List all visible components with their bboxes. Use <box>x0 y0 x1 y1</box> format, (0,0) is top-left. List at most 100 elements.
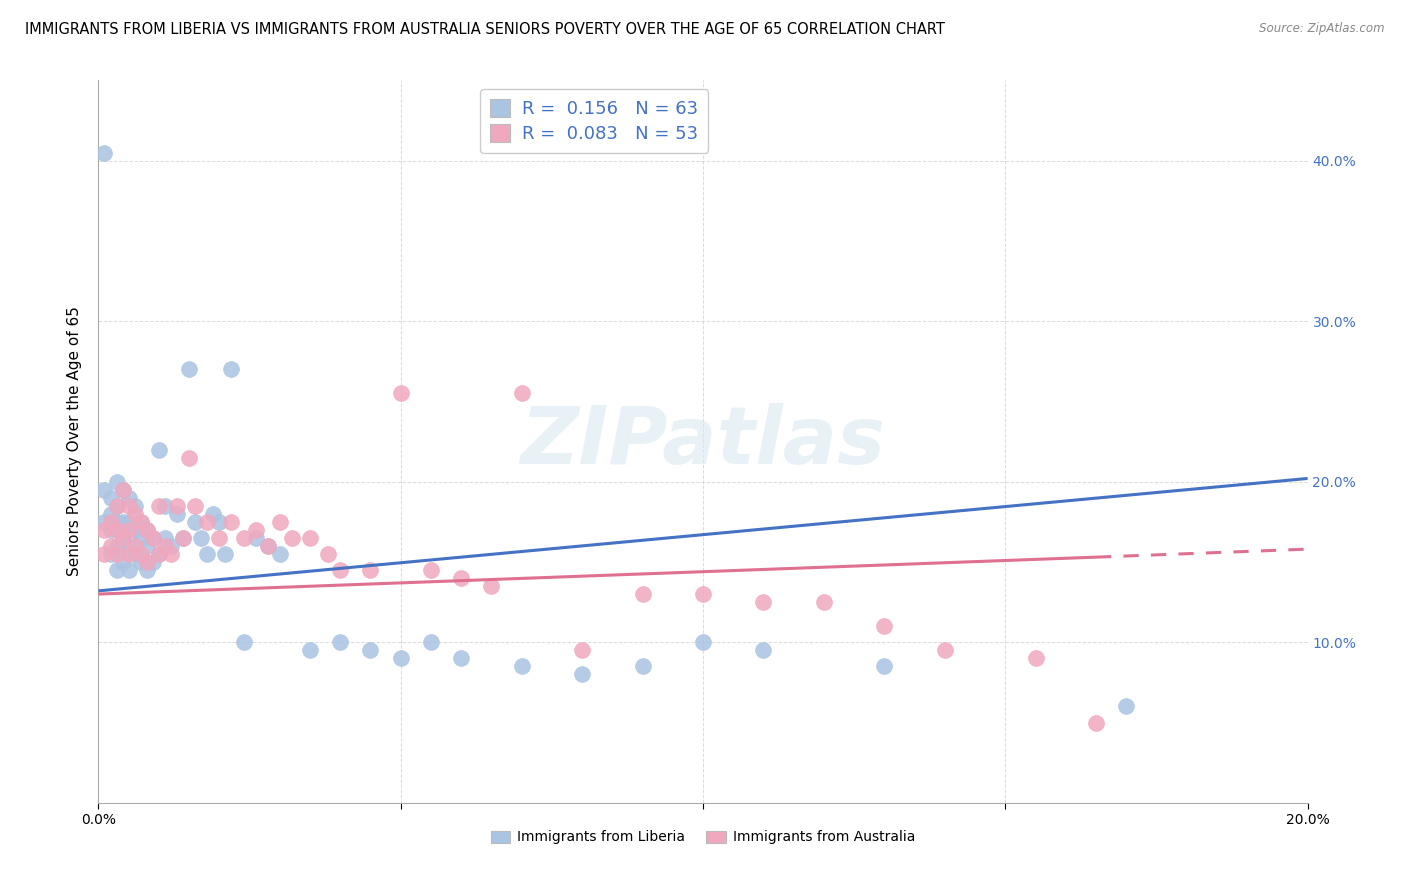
Point <box>195 515 218 529</box>
Point <box>100 547 122 561</box>
Point <box>124 523 146 537</box>
Point <box>190 531 212 545</box>
Point <box>118 491 141 505</box>
Point <box>450 651 472 665</box>
Point <box>124 499 146 513</box>
Point <box>129 555 152 569</box>
Point <box>105 547 128 561</box>
Point <box>752 595 775 609</box>
Point <box>214 547 236 561</box>
Point <box>172 531 194 545</box>
Point <box>1115 699 1137 714</box>
Point <box>934 643 956 657</box>
Point <box>93 483 115 497</box>
Point <box>420 563 443 577</box>
Point <box>420 635 443 649</box>
Point <box>692 587 714 601</box>
Point <box>631 659 654 673</box>
Point <box>329 635 352 649</box>
Point <box>129 515 152 529</box>
Point <box>269 515 291 529</box>
Point <box>111 555 134 569</box>
Point <box>232 635 254 649</box>
Point <box>135 539 157 553</box>
Point <box>153 539 176 553</box>
Point <box>232 531 254 545</box>
Point <box>329 563 352 577</box>
Point <box>389 651 412 665</box>
Point <box>299 531 322 545</box>
Point <box>813 595 835 609</box>
Point <box>481 579 503 593</box>
Point <box>692 635 714 649</box>
Point <box>93 145 115 160</box>
Point <box>93 523 115 537</box>
Point <box>269 547 291 561</box>
Point <box>105 475 128 489</box>
Point <box>510 659 533 673</box>
Point <box>142 531 165 545</box>
Point <box>105 523 128 537</box>
Point <box>118 547 141 561</box>
Point <box>135 563 157 577</box>
Legend: Immigrants from Liberia, Immigrants from Australia: Immigrants from Liberia, Immigrants from… <box>485 825 921 850</box>
Point <box>184 515 207 529</box>
Point <box>510 386 533 401</box>
Point <box>256 539 278 553</box>
Point <box>571 667 593 681</box>
Point <box>111 531 134 545</box>
Point <box>148 442 170 457</box>
Point <box>245 523 267 537</box>
Point <box>135 523 157 537</box>
Point <box>118 539 141 553</box>
Point <box>179 450 201 465</box>
Point <box>208 515 231 529</box>
Point <box>105 539 128 553</box>
Point <box>111 515 134 529</box>
Point <box>129 547 152 561</box>
Point <box>221 515 243 529</box>
Point <box>1024 651 1046 665</box>
Text: ZIPatlas: ZIPatlas <box>520 402 886 481</box>
Point <box>184 499 207 513</box>
Point <box>389 386 412 401</box>
Point <box>281 531 304 545</box>
Point <box>873 659 896 673</box>
Point <box>100 515 122 529</box>
Point <box>105 499 128 513</box>
Point <box>118 563 141 577</box>
Point <box>129 531 152 545</box>
Point <box>179 362 201 376</box>
Point <box>752 643 775 657</box>
Point <box>166 499 188 513</box>
Point <box>631 587 654 601</box>
Point <box>124 547 146 561</box>
Point <box>118 515 141 529</box>
Point <box>111 483 134 497</box>
Point <box>360 643 382 657</box>
Point <box>135 523 157 537</box>
Point <box>124 507 146 521</box>
Point <box>256 539 278 553</box>
Point <box>118 499 141 513</box>
Point <box>111 483 134 497</box>
Point <box>148 547 170 561</box>
Point <box>360 563 382 577</box>
Point <box>111 531 134 545</box>
Point <box>93 547 115 561</box>
Point <box>124 539 146 553</box>
Point <box>118 523 141 537</box>
Point <box>93 515 115 529</box>
Point <box>100 491 122 505</box>
Point <box>1085 715 1108 730</box>
Point <box>160 547 183 561</box>
Point <box>571 643 593 657</box>
Point <box>316 547 339 561</box>
Point <box>873 619 896 633</box>
Point <box>202 507 225 521</box>
Point <box>153 499 176 513</box>
Text: IMMIGRANTS FROM LIBERIA VS IMMIGRANTS FROM AUSTRALIA SENIORS POVERTY OVER THE AG: IMMIGRANTS FROM LIBERIA VS IMMIGRANTS FR… <box>25 22 945 37</box>
Point <box>129 515 152 529</box>
Point <box>153 531 176 545</box>
Point <box>166 507 188 521</box>
